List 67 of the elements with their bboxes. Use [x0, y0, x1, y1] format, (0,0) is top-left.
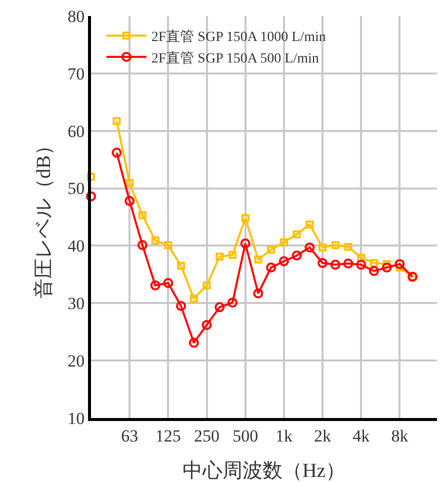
point — [190, 294, 198, 303]
point — [343, 258, 354, 269]
point — [370, 258, 378, 267]
x-tick-label: 4k — [352, 426, 370, 446]
point — [318, 258, 328, 268]
y-tick-label: 40 — [68, 236, 85, 256]
point — [331, 241, 340, 250]
point — [382, 262, 392, 273]
point — [124, 196, 135, 206]
y-tick-label: 70 — [68, 64, 85, 84]
x-tick-label: 500 — [232, 426, 258, 446]
x-tick-label: 1k — [275, 426, 293, 446]
point — [318, 243, 327, 252]
legend-label: 2F直管 SGP 150A 500 L/min — [151, 50, 319, 66]
point — [216, 252, 224, 261]
y-tick-label: 60 — [68, 122, 85, 141]
point — [151, 236, 160, 245]
y-tick-label: 20 — [68, 352, 85, 371]
point — [280, 238, 288, 246]
point — [163, 278, 174, 288]
point — [368, 266, 379, 276]
point — [254, 256, 262, 264]
point — [253, 288, 264, 298]
point — [202, 281, 211, 290]
point — [214, 302, 225, 312]
point — [267, 246, 276, 254]
point — [138, 211, 146, 220]
point — [240, 238, 250, 248]
point — [382, 260, 391, 268]
point — [150, 280, 160, 290]
y-tick-label: 30 — [68, 294, 85, 314]
point — [266, 262, 276, 273]
point — [87, 172, 95, 181]
point — [228, 250, 236, 259]
point — [292, 250, 302, 260]
point — [304, 242, 315, 252]
point — [137, 240, 148, 250]
point — [164, 241, 172, 250]
point — [126, 179, 134, 188]
point — [306, 220, 314, 228]
x-axis-title: 中心周波数（Hz） — [182, 460, 346, 482]
point — [357, 254, 366, 262]
point — [394, 259, 405, 270]
point — [292, 230, 301, 238]
point — [112, 117, 121, 126]
y-axis-title: 音圧レベル（dB） — [33, 135, 56, 299]
y-tick-label: 50 — [68, 179, 85, 198]
point — [177, 262, 186, 270]
x-tick-label: 2k — [314, 426, 332, 446]
point — [86, 191, 96, 202]
point — [278, 256, 289, 266]
point — [176, 301, 186, 312]
point — [356, 260, 366, 270]
x-tick-label: 250 — [194, 426, 220, 446]
point — [202, 320, 212, 330]
point — [227, 298, 238, 308]
x-tick-label: 63 — [121, 426, 138, 446]
y-tick-label: 10 — [68, 408, 85, 428]
x-tick-label: 125 — [155, 426, 181, 446]
legend-label: 2F直管 SGP 150A 1000 L/min — [151, 29, 326, 46]
point — [330, 260, 340, 270]
point — [112, 148, 122, 158]
y-tick-label: 80 — [68, 6, 85, 26]
point — [241, 214, 250, 222]
point — [344, 242, 352, 251]
point — [188, 338, 199, 348]
x-tick-label: 8k — [391, 426, 409, 446]
